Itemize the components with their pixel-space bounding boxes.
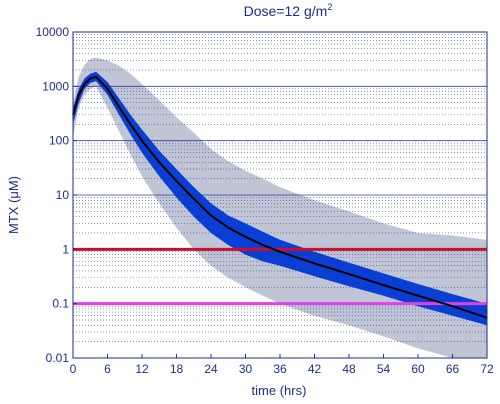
y-axis-label: MTX (μM) [6, 176, 21, 234]
y-tick-label: 10 [56, 188, 70, 202]
y-tick-label: 10000 [36, 25, 70, 39]
x-tick-label: 18 [170, 362, 184, 376]
x-tick-label: 66 [446, 362, 460, 376]
x-tick-label: 0 [70, 362, 77, 376]
inner-band [73, 71, 487, 326]
y-tick-label: 1000 [42, 79, 69, 93]
x-tick-label: 48 [342, 362, 356, 376]
x-tick-label: 42 [308, 362, 322, 376]
chart-title: Dose=12 g/m2 [244, 2, 333, 19]
x-axis-label: time (hrs) [252, 383, 307, 398]
reference-lines [73, 247, 487, 306]
x-tick-label: 6 [104, 362, 111, 376]
x-tick-label: 54 [377, 362, 391, 376]
y-tick-label: 0.1 [52, 297, 69, 311]
x-tick-label: 72 [480, 362, 494, 376]
y-tick-label: 1 [62, 242, 69, 256]
x-tick-label: 24 [204, 362, 218, 376]
x-tick-label: 60 [411, 362, 425, 376]
y-axis-ticks: 0.01 0.1 1 10 100 1000 10000 [36, 25, 77, 365]
median-curve [72, 75, 488, 319]
confidence-bands [73, 57, 487, 358]
x-tick-label: 12 [135, 362, 149, 376]
x-tick-label: 30 [239, 362, 253, 376]
median-curve-group [72, 75, 488, 319]
x-axis-ticks: 0 6 12 18 24 30 36 42 48 54 60 66 72 [70, 354, 494, 376]
y-tick-label: 100 [49, 134, 69, 148]
y-tick-label: 0.01 [46, 351, 70, 365]
x-tick-label: 36 [273, 362, 287, 376]
